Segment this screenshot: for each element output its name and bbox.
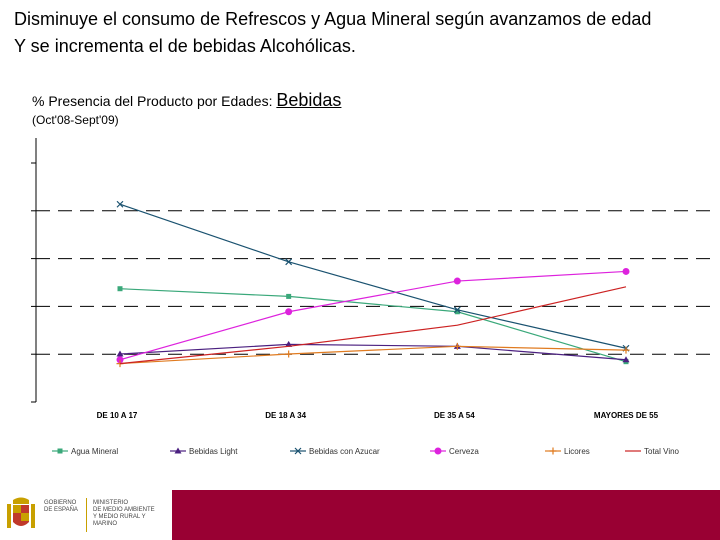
legend-label: Cerveza (449, 447, 479, 456)
x-tick-label: DE 10 A 17 (97, 411, 138, 420)
line-chart: DE 10 A 17 DE 18 A 34 DE 35 A 54 MAYORES DE… (31, 138, 712, 456)
data-point (116, 356, 124, 364)
headline-line-2: Y se incrementa el de bebidas Alcohólica… (14, 36, 356, 56)
chart-subtitle-emph: Bebidas (276, 90, 342, 110)
data-point (117, 286, 123, 292)
legend-label: Bebidas con Azucar (309, 447, 380, 456)
series-line (119, 286, 627, 365)
ministry-label: MINISTERIO DE MEDIO AMBIENTE Y MEDIO RUR… (93, 500, 155, 527)
data-point (454, 309, 460, 315)
data-point (174, 447, 182, 454)
data-point (285, 350, 293, 358)
x-tick-label: DE 35 A 54 (434, 411, 475, 420)
legend-label: Agua Mineral (71, 447, 118, 456)
data-point (434, 447, 442, 455)
chart-subtitle: % Presencia del Producto por Edades: Beb… (32, 90, 341, 111)
legend-label: Bebidas Light (189, 447, 238, 456)
data-point (285, 308, 293, 316)
data-point (116, 200, 124, 208)
series-line (119, 345, 627, 365)
government-label: GOBIERNO DE ESPAÑA (44, 500, 78, 513)
series-line (119, 270, 627, 361)
footer-divider (86, 498, 87, 532)
series-line (119, 203, 627, 349)
series-line (119, 288, 627, 363)
coat-of-arms-icon (7, 497, 35, 528)
data-point (622, 346, 630, 354)
legend-label: Total Vino (644, 447, 680, 456)
headline-line-1: Disminuye el consumo de Refrescos y Agua… (14, 9, 652, 29)
data-point (116, 350, 124, 357)
x-tick-label: DE 18 A 34 (265, 411, 306, 420)
chart-period: (Oct'08-Sept'09) (32, 113, 119, 127)
headline: Disminuye el consumo de Refrescos y Agua… (14, 6, 720, 60)
data-point (622, 356, 630, 363)
data-point (453, 342, 461, 350)
footer: GOBIERNO DE ESPAÑA MINISTERIO DE MEDIO A… (0, 490, 720, 540)
data-point (294, 447, 302, 455)
chart-subtitle-prefix: % Presencia del Producto por Edades: (32, 93, 277, 109)
data-point (286, 293, 292, 299)
x-tick-label: MAYORES DE 55 (594, 411, 659, 420)
data-point (285, 340, 293, 347)
data-point (549, 447, 557, 455)
series-line (119, 343, 627, 361)
legend-label: Licores (564, 447, 590, 456)
data-point (57, 448, 63, 454)
footer-band (172, 490, 720, 540)
data-point (453, 277, 461, 285)
data-point (622, 267, 630, 275)
data-point (285, 258, 293, 266)
data-point (453, 306, 461, 314)
